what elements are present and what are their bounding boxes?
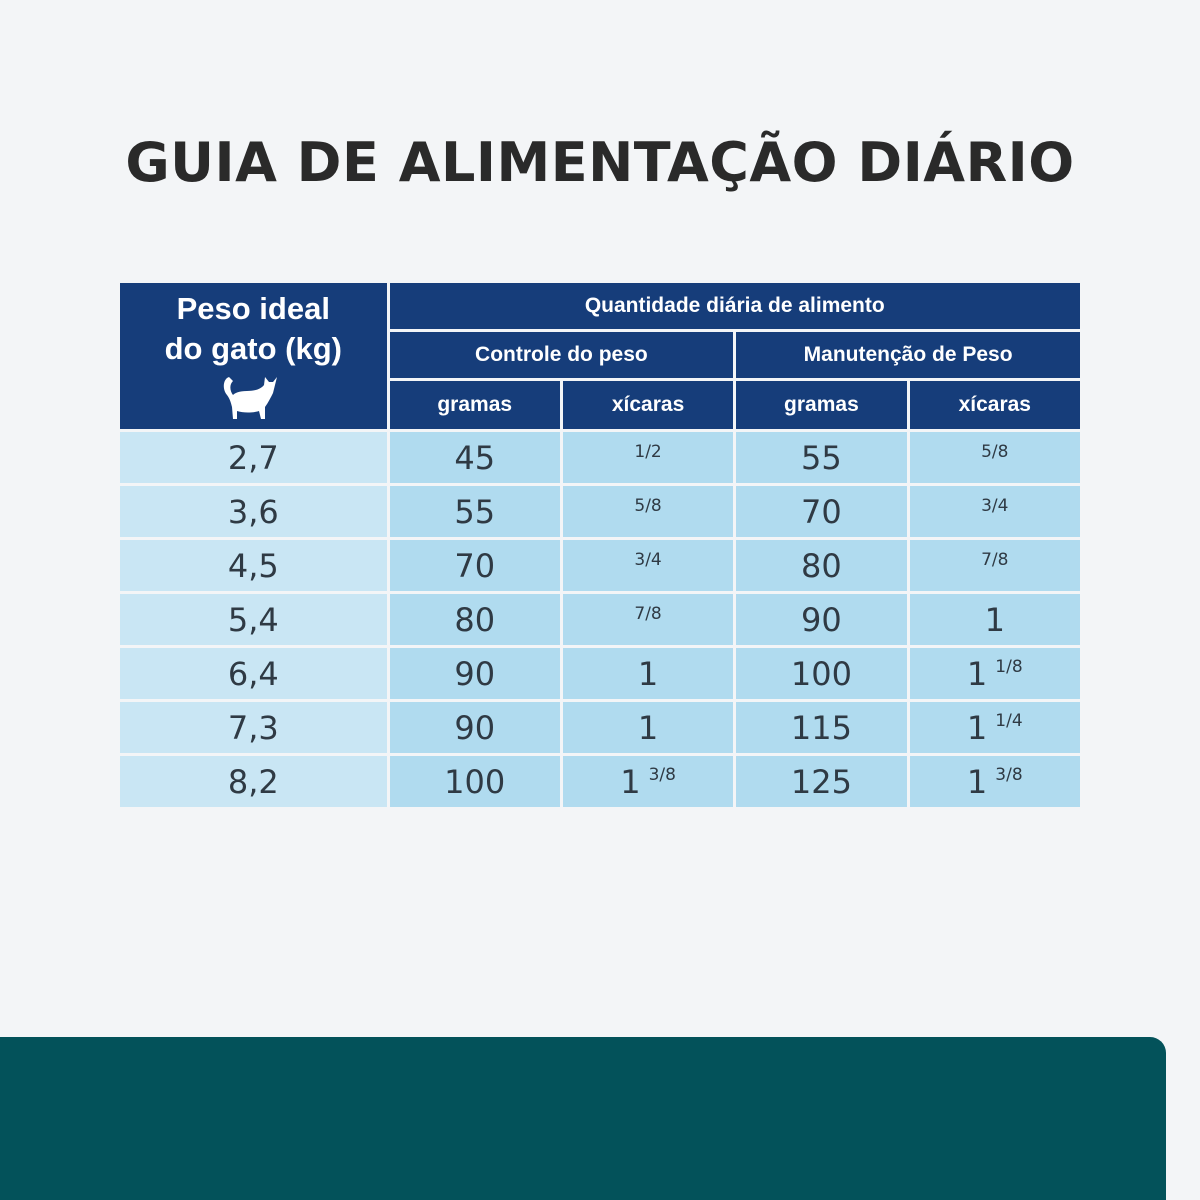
- cat-weight-cell: 2,7: [120, 432, 387, 483]
- control-cups-cell: 1 3/8: [562, 756, 734, 807]
- control-grams-cell: 90: [389, 648, 560, 699]
- cups-fraction: 5/8: [634, 496, 662, 516]
- cups-whole: 1: [966, 708, 988, 747]
- cups-whole: 1: [966, 654, 988, 693]
- header-row-1: Peso ideal do gato (kg) Quantidade diári…: [120, 283, 1080, 429]
- daily-quantity-header: Quantidade diária de alimento: [389, 283, 1080, 329]
- table-row: 4,5 70 3/4 80 7/8: [120, 540, 1080, 591]
- cat-weight-cell: 4,5: [120, 540, 387, 591]
- cat-weight-cell: 3,6: [120, 486, 387, 537]
- cups-fraction: 1/2: [634, 442, 662, 462]
- control-grams-cell: 45: [389, 432, 560, 483]
- weight-header-line1: Peso ideal: [176, 291, 330, 326]
- cat-weight-cell: 6,4: [120, 648, 387, 699]
- cups-fraction: 7/8: [634, 604, 662, 624]
- cups-whole: 1: [984, 600, 1005, 639]
- maintenance-grams-cell: 125: [736, 756, 907, 807]
- cups-fraction: 5/8: [981, 442, 1009, 462]
- cups-fraction: 3/4: [981, 496, 1009, 516]
- maintenance-cups-cell: 7/8: [909, 540, 1080, 591]
- control-cups-cell: 1/2: [562, 432, 734, 483]
- cat-weight-cell: 5,4: [120, 594, 387, 645]
- cups-fraction: 3/4: [634, 550, 662, 570]
- cups-fraction: 3/8: [995, 764, 1023, 785]
- control-grams-cell: 70: [389, 540, 560, 591]
- control-cups-cell: 5/8: [562, 486, 734, 537]
- table-row: 5,4 80 7/8 90 1: [120, 594, 1080, 645]
- unit-header-cups-maintenance: xícaras: [909, 381, 1080, 429]
- weight-column-header: Peso ideal do gato (kg): [120, 283, 387, 429]
- table-row: 7,3 90 1 115 1 1/4: [120, 702, 1080, 753]
- cups-whole: 1: [637, 654, 659, 693]
- control-cups-cell: 7/8: [562, 594, 734, 645]
- cat-weight-cell: 8,2: [120, 756, 387, 807]
- control-grams-cell: 80: [389, 594, 560, 645]
- maintenance-cups-cell: 1 1/4: [909, 702, 1080, 753]
- cat-weight-cell: 7,3: [120, 702, 387, 753]
- feeding-guide-table: Peso ideal do gato (kg) Quantidade diári…: [117, 280, 1083, 810]
- weight-header-line2: do gato (kg): [164, 331, 342, 366]
- table-row: 2,7 45 1/2 55 5/8: [120, 432, 1080, 483]
- maintenance-cups-cell: 1 3/8: [909, 756, 1080, 807]
- unit-header-cups-control: xícaras: [562, 381, 734, 429]
- control-cups-cell: 1: [562, 648, 734, 699]
- maintenance-cups-cell: 1 1/8: [909, 648, 1080, 699]
- header-row-2: Controle do peso Manutenção de Peso: [120, 332, 1080, 378]
- maintenance-grams-cell: 90: [736, 594, 907, 645]
- unit-header-grams-maintenance: gramas: [736, 381, 907, 429]
- maintenance-grams-cell: 80: [736, 540, 907, 591]
- table-row: 6,4 90 1 100 1 1/8: [120, 648, 1080, 699]
- page-title: GUIA DE ALIMENTAÇÃO DIÁRIO: [125, 131, 1075, 194]
- cat-icon: [224, 377, 278, 419]
- table-row: 8,2 100 1 3/8 125 1 3/8: [120, 756, 1080, 807]
- maintenance-grams-cell: 100: [736, 648, 907, 699]
- feeding-table-container: Peso ideal do gato (kg) Quantidade diári…: [118, 280, 1082, 810]
- cups-fraction: 1/8: [995, 656, 1023, 677]
- control-cups-cell: 3/4: [562, 540, 734, 591]
- maintenance-grams-cell: 70: [736, 486, 907, 537]
- maintenance-grams-cell: 115: [736, 702, 907, 753]
- cups-whole: 1: [637, 708, 659, 747]
- cups-fraction: 3/8: [648, 764, 676, 785]
- footer-band: [0, 1037, 1166, 1200]
- maintenance-cups-cell: 5/8: [909, 432, 1080, 483]
- cups-whole: 1: [966, 762, 988, 801]
- maintenance-grams-cell: 55: [736, 432, 907, 483]
- table-row: 3,6 55 5/8 70 3/4: [120, 486, 1080, 537]
- header-row-3: gramas xícaras gramas xícaras: [120, 381, 1080, 429]
- control-grams-cell: 100: [389, 756, 560, 807]
- maintenance-cups-cell: 3/4: [909, 486, 1080, 537]
- cups-fraction: 1/4: [995, 710, 1023, 731]
- weight-control-header: Controle do peso: [389, 332, 734, 378]
- weight-maintenance-header: Manutenção de Peso: [736, 332, 1080, 378]
- cups-fraction: 7/8: [981, 550, 1009, 570]
- cups-whole: 1: [620, 762, 641, 801]
- maintenance-cups-cell: 1: [909, 594, 1080, 645]
- control-cups-cell: 1: [562, 702, 734, 753]
- unit-header-grams-control: gramas: [389, 381, 560, 429]
- control-grams-cell: 90: [389, 702, 560, 753]
- control-grams-cell: 55: [389, 486, 560, 537]
- table-body: 2,7 45 1/2 55 5/8 3,6 55 5/8 70 3/4 4,5 70 3/4 80 7/8 5…: [120, 432, 1080, 807]
